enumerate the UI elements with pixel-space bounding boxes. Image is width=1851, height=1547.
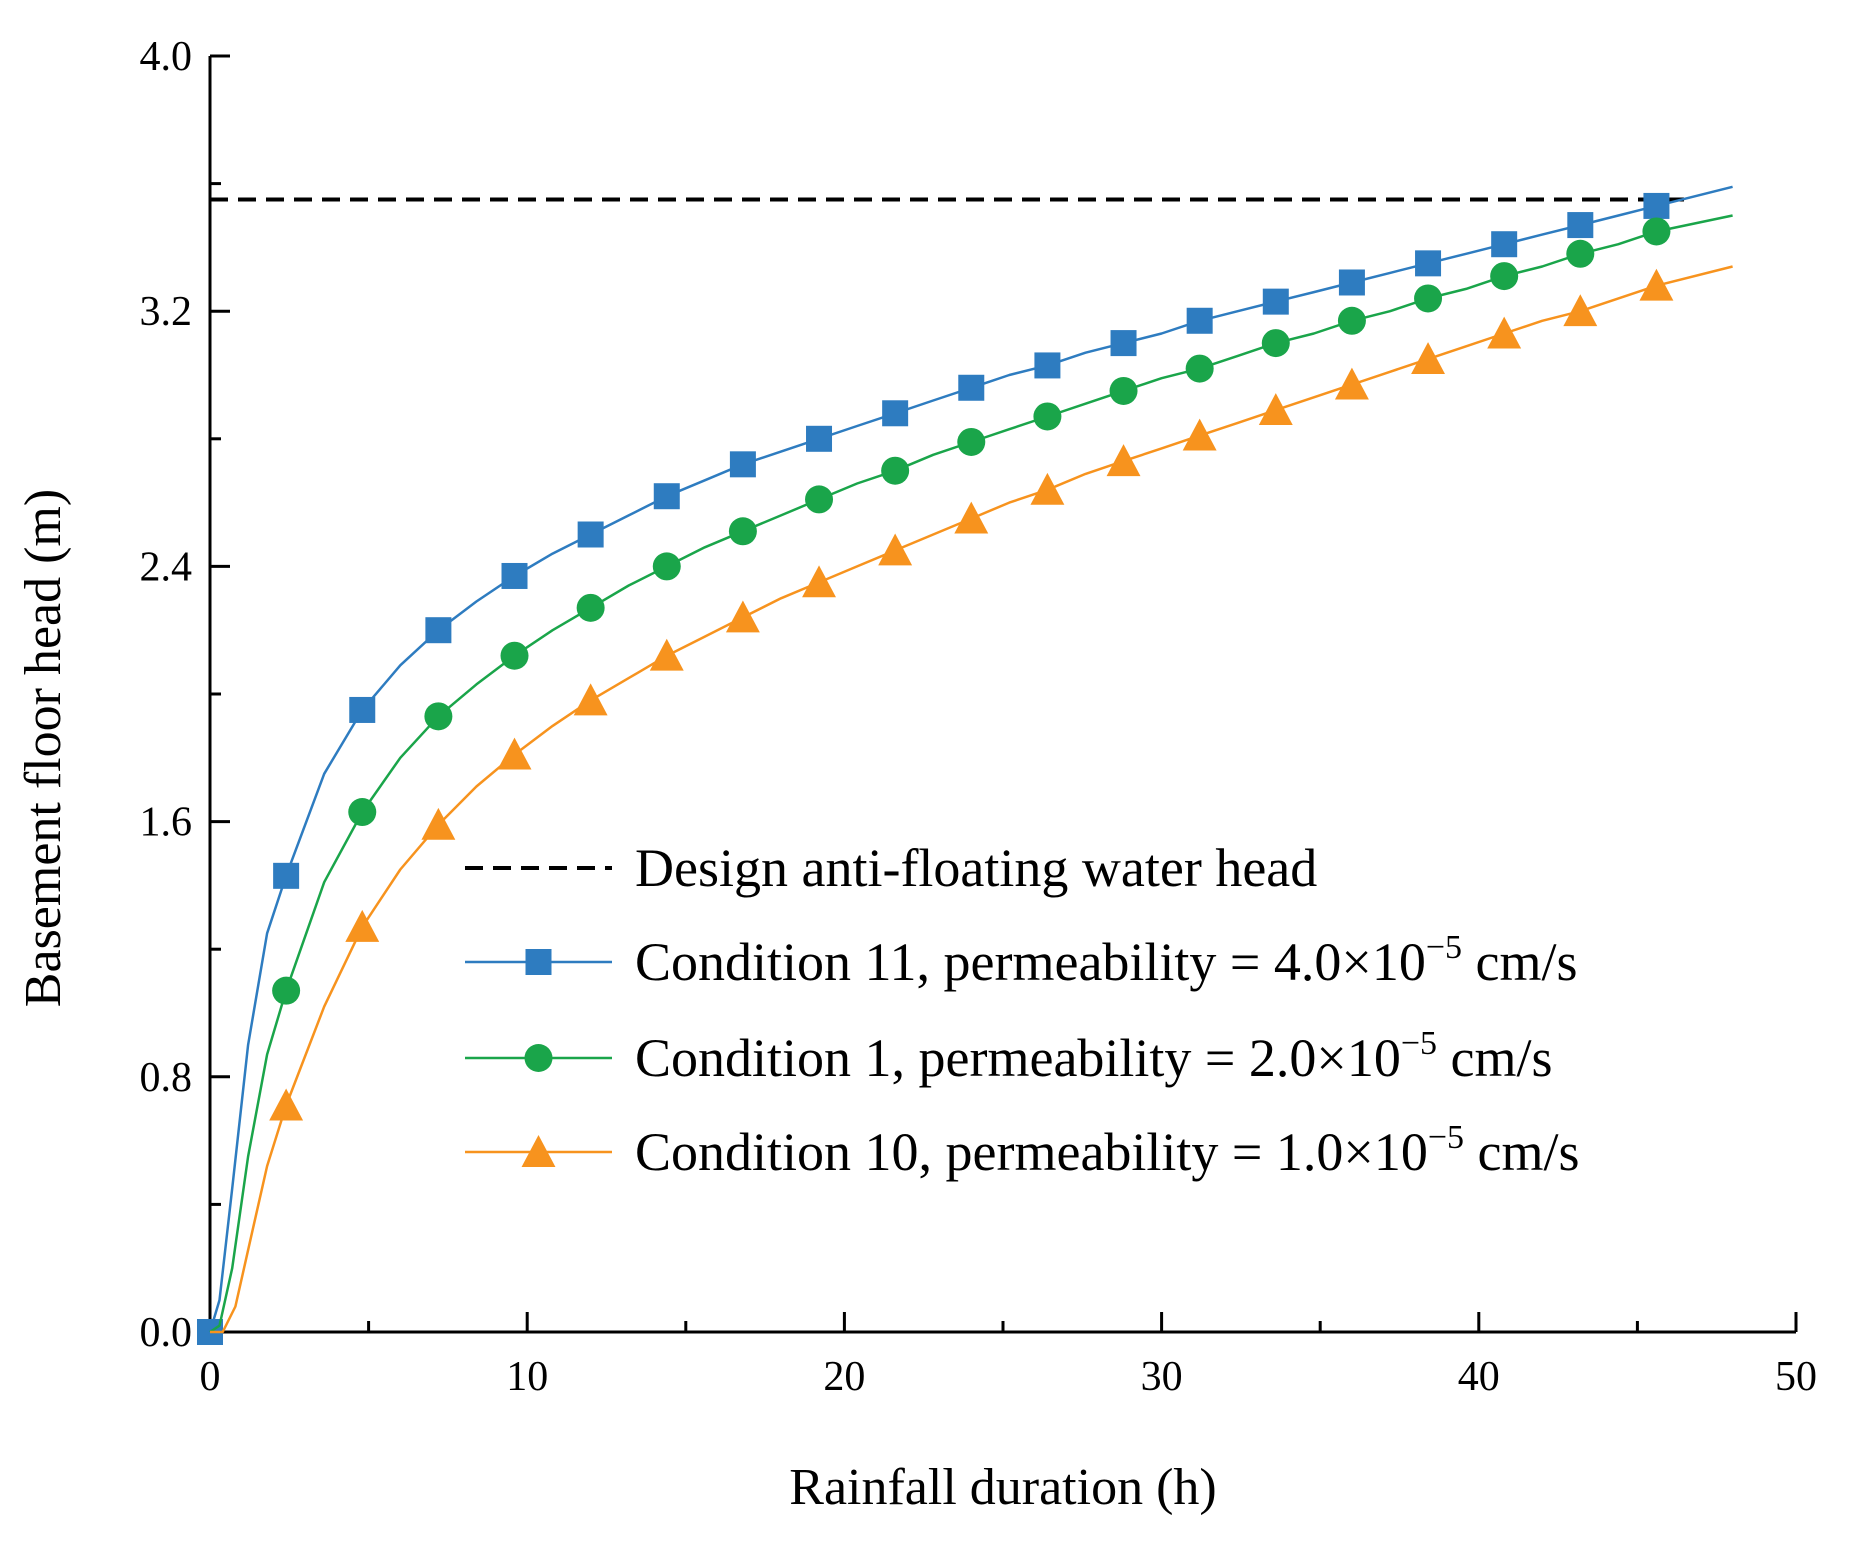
data-point xyxy=(1034,352,1061,379)
data-point xyxy=(1109,376,1138,405)
y-tick-label: 1.6 xyxy=(140,800,193,846)
data-point xyxy=(272,976,301,1005)
data-point xyxy=(1567,212,1594,239)
data-point xyxy=(1414,284,1443,313)
y-tick-label: 0.0 xyxy=(140,1310,193,1356)
legend-label: Condition 1, permeability = 2.0×10−5 cm/… xyxy=(635,1025,1553,1088)
data-point xyxy=(500,641,529,670)
data-point xyxy=(1337,306,1366,335)
x-tick-label: 20 xyxy=(823,1354,865,1400)
y-tick-label: 2.4 xyxy=(140,544,193,590)
y-tick-label: 4.0 xyxy=(140,34,193,80)
data-point xyxy=(1262,288,1289,315)
series-2 xyxy=(209,214,1733,1334)
y-tick-label: 3.2 xyxy=(140,289,193,335)
data-point xyxy=(1182,418,1217,451)
data-point xyxy=(1338,269,1365,296)
data-point xyxy=(269,1088,304,1121)
data-point xyxy=(729,451,756,478)
data-point xyxy=(805,485,834,514)
legend-swatch-marker xyxy=(521,1135,556,1167)
series-1 xyxy=(197,185,1733,1345)
legend-label: Condition 11, permeability = 4.0×10−5 cm… xyxy=(635,929,1578,992)
data-point xyxy=(1643,192,1670,219)
data-point xyxy=(424,702,453,731)
data-point xyxy=(1258,393,1293,426)
legend: Design anti-floating water head Condition… xyxy=(465,838,1580,1182)
data-point xyxy=(1490,262,1519,291)
data-point xyxy=(1415,250,1442,277)
x-axis-title: Rainfall duration (h) xyxy=(789,1459,1216,1516)
legend-swatch-marker xyxy=(524,1044,553,1072)
x-tick-label: 30 xyxy=(1141,1354,1183,1400)
data-point xyxy=(1639,268,1674,301)
data-point xyxy=(881,456,910,485)
data-point xyxy=(1411,342,1445,374)
data-point xyxy=(1033,402,1062,431)
data-point xyxy=(1110,330,1137,357)
x-tick-label: 10 xyxy=(506,1354,548,1400)
data-point xyxy=(958,374,985,401)
data-point xyxy=(954,501,989,534)
data-point xyxy=(573,683,608,716)
y-axis-title: Basement floor head (m) xyxy=(15,489,72,1007)
data-point xyxy=(1106,444,1141,477)
data-point xyxy=(425,617,452,644)
data-point xyxy=(1563,294,1598,327)
data-point xyxy=(653,483,680,510)
legend-reference-label: Design anti-floating water head xyxy=(635,838,1317,898)
series-layer xyxy=(197,185,1733,1345)
data-point xyxy=(1030,472,1065,505)
data-point xyxy=(345,909,380,942)
data-point xyxy=(1186,307,1213,334)
data-point xyxy=(1566,239,1595,268)
data-point xyxy=(273,862,300,889)
data-point xyxy=(882,400,909,427)
data-point xyxy=(878,533,913,566)
legend-label: Condition 10, permeability = 1.0×10−5 cm… xyxy=(635,1119,1580,1182)
data-point xyxy=(802,565,836,598)
data-point xyxy=(348,798,377,827)
data-point xyxy=(725,600,760,633)
x-tick-label: 40 xyxy=(1458,1354,1500,1400)
data-point xyxy=(497,737,532,770)
data-point xyxy=(1487,316,1522,349)
series-3 xyxy=(210,265,1733,1334)
data-point xyxy=(349,696,376,723)
legend-swatch-marker xyxy=(525,949,552,975)
data-point xyxy=(649,638,684,671)
x-tick-label: 0 xyxy=(200,1354,221,1400)
data-point xyxy=(1642,217,1671,246)
data-point xyxy=(501,562,528,589)
data-point xyxy=(1491,231,1518,258)
data-point xyxy=(652,552,681,581)
data-point xyxy=(577,521,604,548)
data-point xyxy=(728,517,757,546)
data-point xyxy=(576,593,605,622)
data-point xyxy=(957,427,986,456)
data-point xyxy=(1334,367,1369,400)
data-point xyxy=(806,425,833,452)
x-tick-label: 50 xyxy=(1775,1354,1817,1400)
data-point xyxy=(1185,354,1214,383)
data-point xyxy=(421,807,456,840)
ticks: 0 10 20 30 40 50 0.0 0.8 1.6 2.4 3.2 4.0 xyxy=(140,34,1818,1400)
y-tick-label: 0.8 xyxy=(140,1055,193,1101)
data-point xyxy=(1261,329,1290,358)
